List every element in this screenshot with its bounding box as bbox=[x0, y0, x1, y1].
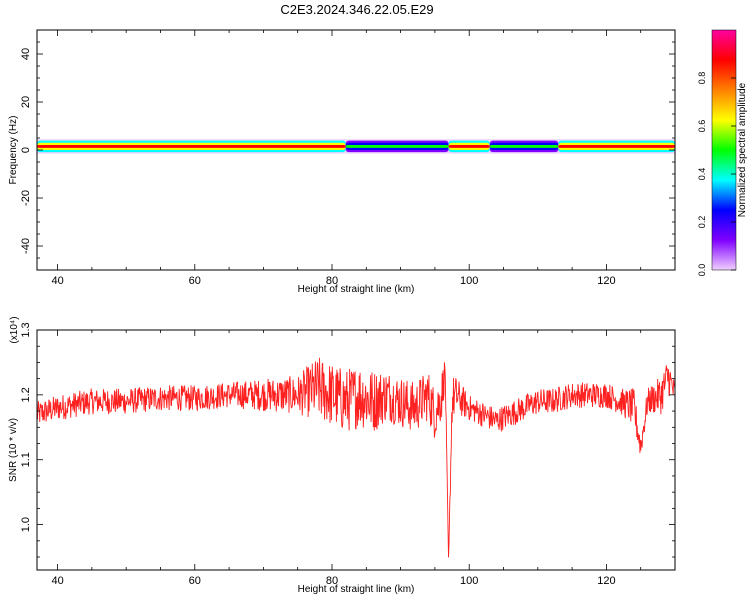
snr-panel: 40 60 80 100 120 1.0 1.1 1.2 1.3 (x10⁴) Height … bbox=[8, 316, 676, 595]
spectrogram-y-tick-label: 40 bbox=[20, 48, 32, 60]
spectrogram-x-axis-label: Height of straight line (km) bbox=[298, 284, 415, 295]
figure-title: C2E3.2024.346.22.05.E29 bbox=[280, 2, 433, 17]
spectrogram-y-axis-label: Frequency (Hz) bbox=[8, 116, 19, 185]
spectrogram-band-core bbox=[37, 144, 346, 148]
snr-scale-label: (x10⁴) bbox=[9, 316, 20, 343]
spectrogram-band-core bbox=[345, 144, 449, 148]
snr-y-tick-label: 1.1 bbox=[20, 452, 32, 467]
colorbar-tick-label: 0.6 bbox=[697, 120, 707, 133]
snr-x-tick-label: 80 bbox=[326, 575, 338, 587]
colorbar-tick-label: 0.0 bbox=[697, 264, 707, 277]
colorbar-tick-label: 0.2 bbox=[697, 216, 707, 229]
snr-y-tick-label: 1.2 bbox=[20, 387, 32, 402]
snr-x-tick-label: 100 bbox=[460, 575, 478, 587]
colorbar-label: Normalized spectral amplitude bbox=[737, 82, 748, 217]
colorbar-tick-label: 0.4 bbox=[697, 168, 707, 181]
snr-y-ticks: 1.0 1.1 1.2 1.3 bbox=[20, 322, 675, 558]
colorbar-tick-label: 0.8 bbox=[697, 72, 707, 85]
spectrogram-band bbox=[37, 139, 675, 154]
spectrogram-band-core bbox=[489, 144, 559, 148]
spectrogram-x-tick-label: 120 bbox=[597, 275, 615, 287]
spectrogram-y-tick-label: -20 bbox=[20, 190, 32, 206]
spectrogram-x-tick-label: 100 bbox=[460, 275, 478, 287]
spectrogram-y-tick-label: 0 bbox=[20, 147, 32, 153]
snr-plot-area bbox=[37, 330, 675, 570]
spectrogram-x-ticks: 40 60 80 100 120 bbox=[51, 30, 676, 287]
spectrogram-panel: 40 60 80 100 120 -40 -20 0 20 40 Height of strai… bbox=[8, 29, 676, 295]
spectrogram-x-tick-label: 60 bbox=[189, 275, 201, 287]
snr-series bbox=[36, 357, 676, 558]
snr-x-tick-label: 60 bbox=[189, 575, 201, 587]
spectrogram-y-ticks: -40 -20 0 20 40 bbox=[20, 29, 675, 271]
spectrogram-band-core bbox=[558, 144, 675, 148]
spectrogram-y-tick-label: 20 bbox=[20, 96, 32, 108]
colorbar-ticks: 0.0 0.2 0.4 0.6 0.8 bbox=[697, 72, 736, 277]
snr-x-ticks: 40 60 80 100 120 bbox=[51, 330, 676, 587]
snr-x-axis-label: Height of straight line (km) bbox=[298, 584, 415, 595]
spectrogram-y-tick-label: -40 bbox=[20, 238, 32, 254]
snr-frame bbox=[36, 329, 676, 571]
colorbar: 0.0 0.2 0.4 0.6 0.8 Normalized spectral ampl… bbox=[697, 29, 748, 277]
spectrogram-x-tick-label: 80 bbox=[326, 275, 338, 287]
snr-y-tick-label: 1.0 bbox=[20, 517, 32, 532]
snr-series-line bbox=[36, 357, 676, 558]
spectrogram-x-tick-label: 40 bbox=[51, 275, 63, 287]
snr-y-tick-label: 1.3 bbox=[20, 322, 32, 337]
colorbar-gradient bbox=[711, 29, 737, 271]
snr-y-axis-label: SNR (10 * v/v) bbox=[8, 418, 19, 482]
snr-x-tick-label: 40 bbox=[51, 575, 63, 587]
snr-x-tick-label: 120 bbox=[597, 575, 615, 587]
spectrogram-band-core bbox=[448, 144, 490, 148]
